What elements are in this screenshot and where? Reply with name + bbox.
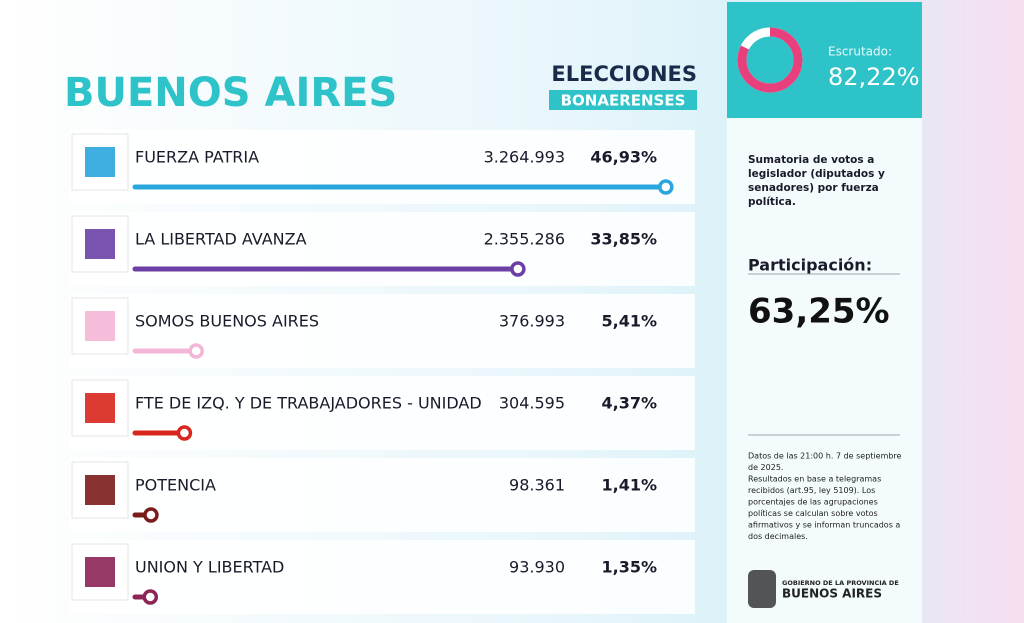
- bar-end: [143, 507, 159, 523]
- footnote: recibidos (art.95, ley 5109). Los: [748, 486, 875, 495]
- bar-end: [658, 179, 674, 195]
- party-logo: [85, 311, 115, 341]
- participation-label: Participación:: [748, 256, 872, 275]
- scrutiny-label: Escrutado:: [828, 45, 892, 59]
- description: legislador (diputados y: [748, 168, 885, 180]
- row-panel: [70, 294, 695, 368]
- percent: 1,35%: [601, 558, 657, 577]
- footnote: políticas se calculan sobre votos: [748, 509, 878, 518]
- party-name: POTENCIA: [135, 476, 216, 495]
- header-line1: ELECCIONES: [551, 62, 697, 86]
- logo-top: GOBIERNO DE LA PROVINCIA DE: [782, 579, 899, 587]
- header-badge: [549, 90, 697, 110]
- percent: 46,93%: [590, 148, 657, 167]
- participation-value: 63,25%: [748, 292, 890, 332]
- footnote: dos decimales.: [748, 532, 808, 541]
- votes: 2.355.286: [484, 230, 565, 249]
- party-name: LA LIBERTAD AVANZA: [135, 230, 307, 249]
- province-emblem: [748, 570, 776, 608]
- footnote: Resultados en base a telegramas: [748, 475, 881, 484]
- row-panel: [70, 376, 695, 450]
- party-logo: [85, 147, 115, 177]
- footnote: Datos de las 21:00 h. 7 de septiembre: [748, 452, 902, 461]
- votes: 376.993: [499, 312, 565, 331]
- party-logo-frame: [71, 133, 129, 191]
- footnote: de 2025.: [748, 463, 783, 472]
- bar-end: [510, 261, 526, 277]
- party-name: UNION Y LIBERTAD: [135, 558, 284, 577]
- bar-end: [142, 589, 159, 605]
- scrutiny-value: 82,22%: [828, 63, 920, 91]
- party-logo: [85, 229, 115, 259]
- row-panel: [70, 212, 695, 286]
- description: Sumatoria de votos a: [748, 154, 874, 166]
- ring-progress: [737, 27, 803, 93]
- percent: 33,85%: [590, 230, 657, 249]
- party-logo: [85, 557, 115, 587]
- percent: 1,41%: [601, 476, 657, 495]
- title: BUENOS AIRES: [64, 70, 397, 116]
- footnote: afirmativos y se informan truncados a: [748, 521, 900, 530]
- header-line2: BONAERENSES: [561, 92, 686, 110]
- party-logo: [85, 393, 115, 423]
- party-name: SOMOS BUENOS AIRES: [135, 312, 319, 331]
- party-name: FUERZA PATRIA: [135, 148, 259, 167]
- row-panel: [70, 130, 695, 204]
- percent: 4,37%: [601, 394, 657, 413]
- row-panel: [70, 458, 695, 532]
- party-name: FTE DE IZQ. Y DE TRABAJADORES - UNIDAD: [135, 394, 482, 413]
- bar-end: [188, 343, 204, 359]
- description: política.: [748, 196, 796, 208]
- party-logo: [85, 475, 115, 505]
- votes: 3.264.993: [484, 148, 565, 167]
- scrutiny-panel: [727, 2, 922, 118]
- row-panel: [70, 540, 695, 614]
- description: senadores) por fuerza: [748, 182, 879, 194]
- bar-end: [176, 425, 193, 441]
- votes: 93.930: [509, 558, 565, 577]
- logo-bottom: BUENOS AIRES: [782, 587, 882, 601]
- percent: 5,41%: [601, 312, 657, 331]
- votes: 304.595: [499, 394, 565, 413]
- sidebar-panel: [727, 118, 922, 623]
- votes: 98.361: [509, 476, 565, 495]
- footnote: porcentajes de las agrupaciones: [748, 498, 878, 507]
